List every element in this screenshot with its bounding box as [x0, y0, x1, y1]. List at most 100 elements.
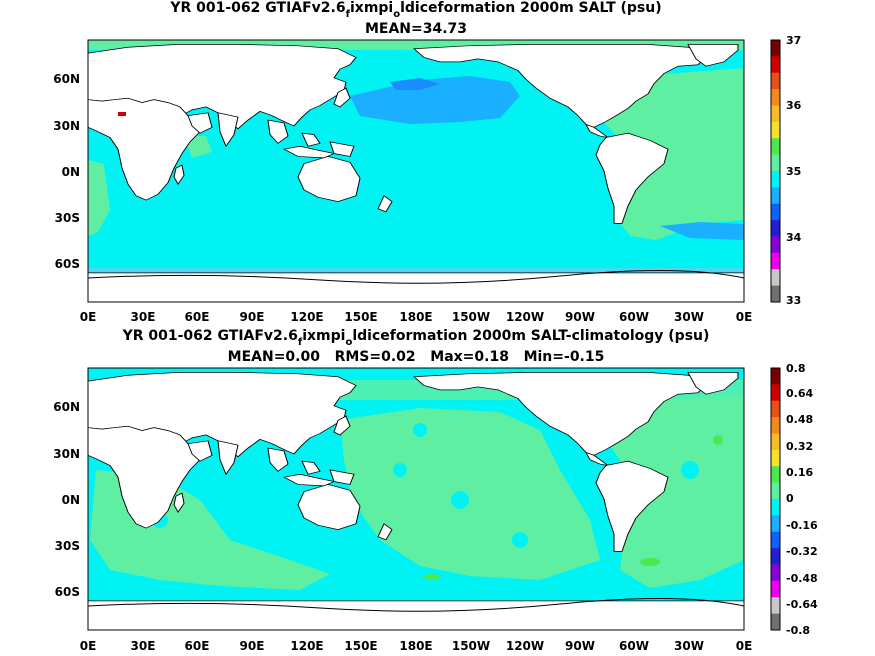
colorbar-swatch: [771, 105, 780, 123]
colorbar-label: 0.32: [786, 440, 813, 453]
panel-top-stats: MEAN=34.73: [365, 21, 467, 37]
colorbar-swatch: [771, 384, 780, 402]
colorbar-swatch: [771, 580, 780, 598]
colorbar-swatch: [771, 171, 780, 188]
lon-label: 150E: [344, 639, 377, 653]
colorbar-swatch: [771, 613, 780, 631]
colorbar-label: -0.48: [786, 572, 818, 585]
positive-spot: [640, 558, 660, 566]
anomaly-hole: [681, 461, 699, 479]
panel-bottom-colorbar: [770, 367, 781, 631]
colorbar-swatch: [771, 417, 780, 434]
panel-bottom-lon-labels: 0E 30E 60E 90E 120E 150E 180E 150W 120W …: [80, 639, 753, 653]
colorbar-label: 33: [786, 294, 801, 307]
panel-bottom-lat-labels: 60N 30N 0N 30S 60S: [53, 400, 80, 599]
colorbar-swatch: [771, 121, 780, 139]
colorbar-swatch: [771, 482, 780, 500]
colorbar-swatch: [771, 187, 780, 205]
antarctica: [88, 606, 744, 630]
colorbar-label: 0.48: [786, 413, 813, 426]
panel-top-colorbar-labels: 37 36 35 34 33: [786, 34, 802, 307]
lon-label: 120E: [290, 310, 323, 324]
colorbar-swatch: [771, 548, 780, 565]
colorbar-swatch: [771, 400, 780, 418]
lat-label: 60S: [55, 585, 80, 599]
red-sea-region: [184, 136, 212, 158]
colorbar-swatch: [771, 89, 780, 106]
lat-label: 0N: [62, 165, 80, 179]
colorbar-swatch: [771, 154, 780, 172]
colorbar-label: -0.32: [786, 545, 818, 558]
lon-label: 0E: [736, 310, 753, 324]
colorbar-swatch: [771, 220, 780, 237]
colorbar-swatch: [771, 138, 780, 155]
colorbar-swatch: [771, 531, 780, 549]
colorbar-label: -0.16: [786, 519, 818, 532]
panel-bottom: YR 001-062 GTIAFv2.6fixmpioldiceformatio…: [53, 328, 818, 653]
lon-label: 90E: [240, 310, 265, 324]
lon-label: 60E: [185, 639, 210, 653]
panel-top-map: [88, 40, 744, 302]
colorbar-swatch: [771, 269, 780, 286]
colorbar-swatch: [771, 285, 780, 303]
panel-top: YR 001-062 GTIAFv2.6fixmpioldiceformatio…: [53, 0, 801, 324]
lon-label: 30W: [674, 639, 704, 653]
colorbar-swatch: [771, 499, 780, 516]
lon-label: 60E: [185, 310, 210, 324]
colorbar-label: 0.64: [786, 387, 813, 400]
colorbar-swatch: [771, 236, 780, 254]
colorbar-label: -0.8: [786, 624, 810, 637]
lat-label: 60N: [53, 400, 80, 414]
south-atlantic-fresh: [660, 222, 744, 240]
lon-label: 180E: [399, 639, 432, 653]
colorbar-label: -0.64: [786, 598, 818, 611]
lon-label: 0E: [80, 639, 97, 653]
lon-label: 0E: [736, 639, 753, 653]
panel-top-title: YR 001-062 GTIAFv2.6fixmpioldiceformatio…: [169, 0, 661, 20]
colorbar-swatch: [771, 72, 780, 90]
panel-bottom-colorbar-labels: 0.8 0.64 0.48 0.32 0.16 0 -0.16 -0.32 -0…: [786, 362, 818, 637]
atlantic-anomaly: [604, 396, 744, 588]
colorbar-swatch: [771, 515, 780, 533]
colorbar-frame: [770, 367, 781, 631]
panel-top-lon-labels: 0E 30E 60E 90E 120E 150E 180E 150W 120W …: [80, 310, 753, 324]
lon-label: 180E: [399, 310, 432, 324]
anomaly-hole: [244, 464, 256, 476]
panel-top-lat-labels: 60N 30N 0N 30S 60S: [53, 72, 80, 271]
colorbar-swatch: [771, 433, 780, 451]
west-indian-region: [88, 160, 110, 236]
lat-label: 0N: [62, 493, 80, 507]
lat-label: 30N: [53, 447, 80, 461]
lon-label: 150E: [344, 310, 377, 324]
colorbar-label: 0.8: [786, 362, 806, 375]
pacific-anomaly: [340, 408, 600, 580]
panel-bottom-frame: [87, 367, 745, 631]
lat-label: 60S: [55, 257, 80, 271]
colorbar-swatch: [771, 449, 780, 467]
colorbar-frame: [770, 39, 781, 303]
lon-label: 90W: [565, 639, 595, 653]
panel-top-colorbar: [770, 39, 781, 303]
anomaly-hole: [393, 463, 407, 477]
panel-bottom-stats: MEAN=0.00 RMS=0.02 Max=0.18 Min=-0.15: [228, 349, 605, 365]
panel-bottom-title: YR 001-062 GTIAFv2.6fixmpioldiceformatio…: [122, 328, 710, 348]
lon-label: 90W: [565, 310, 595, 324]
colorbar-label: 36: [786, 99, 802, 112]
colorbar-swatch: [771, 466, 780, 483]
lon-label: 0E: [80, 310, 97, 324]
antarctica-coast: [88, 597, 744, 612]
lon-label: 120W: [506, 639, 544, 653]
mediterranean-spot: [118, 112, 126, 116]
colorbar-swatch: [771, 56, 780, 74]
lon-label: 120E: [290, 639, 323, 653]
lat-label: 60N: [53, 72, 80, 86]
colorbar-label: 34: [786, 231, 802, 244]
lon-label: 30E: [131, 639, 156, 653]
lon-label: 60W: [619, 639, 649, 653]
lon-label: 150W: [452, 639, 490, 653]
positive-spot: [713, 435, 723, 445]
colorbar-swatch: [771, 368, 780, 385]
lat-label: 30N: [53, 119, 80, 133]
anomaly-hole: [413, 423, 427, 437]
